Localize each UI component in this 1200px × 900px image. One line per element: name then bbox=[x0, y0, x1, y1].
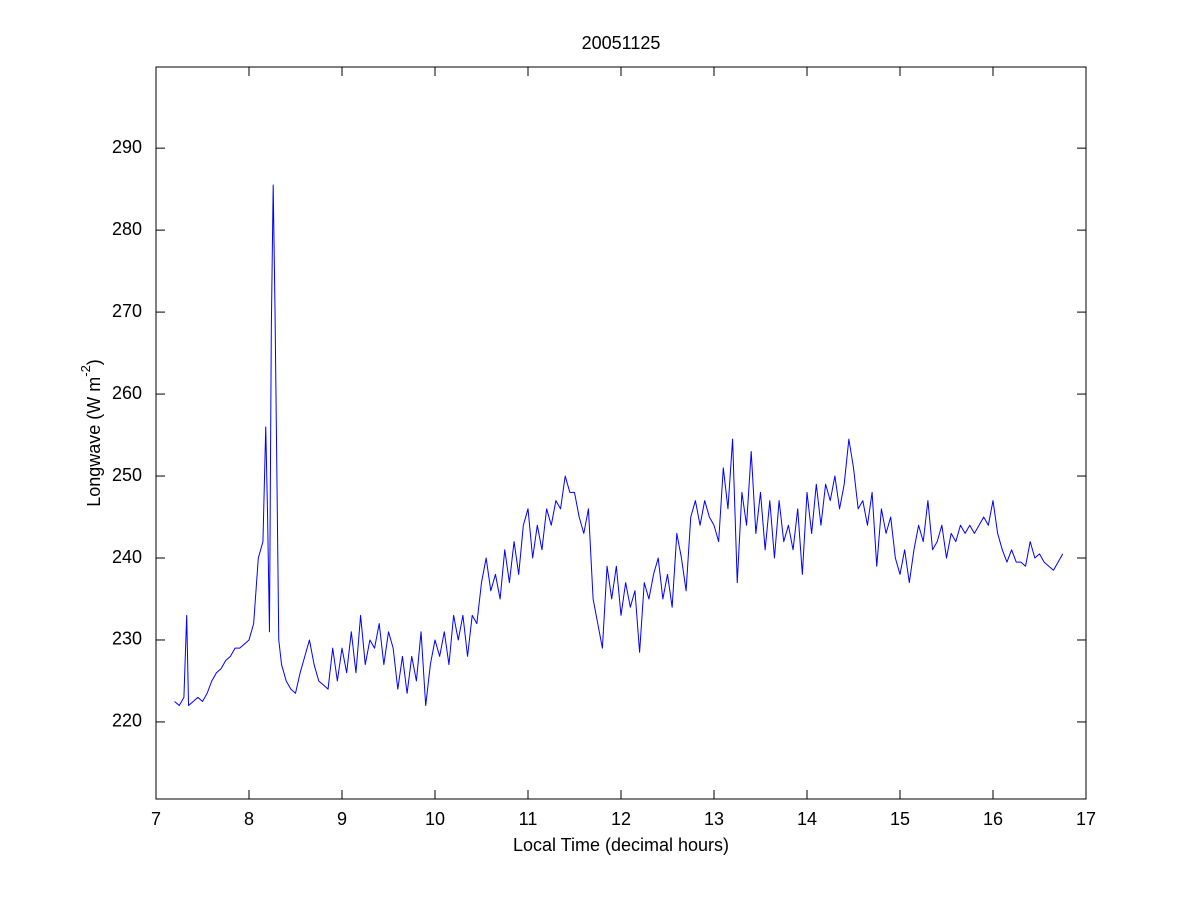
y-axis-label: Longwave (W m-2) bbox=[78, 359, 103, 507]
x-tick-label: 17 bbox=[1076, 809, 1096, 829]
y-tick-label: 270 bbox=[112, 301, 142, 321]
y-tick-label: 280 bbox=[112, 219, 142, 239]
y-tick-label: 260 bbox=[112, 383, 142, 403]
x-axis-label: Local Time (decimal hours) bbox=[513, 835, 729, 855]
x-tick-label: 13 bbox=[704, 809, 724, 829]
y-label-superscript: -2 bbox=[78, 365, 93, 377]
y-tick-label: 220 bbox=[112, 711, 142, 731]
y-tick-label: 240 bbox=[112, 547, 142, 567]
data-line bbox=[174, 184, 1064, 707]
x-tick-label: 14 bbox=[797, 809, 817, 829]
x-tick-label: 7 bbox=[151, 809, 161, 829]
x-tick-label: 12 bbox=[611, 809, 631, 829]
y-label-suffix: ) bbox=[84, 359, 104, 365]
y-label-text: Longwave (W m bbox=[84, 377, 104, 507]
chart-title: 20051125 bbox=[582, 33, 661, 53]
y-tick-label: 290 bbox=[112, 137, 142, 157]
x-tick-label: 16 bbox=[983, 809, 1003, 829]
x-tick-label: 9 bbox=[337, 809, 347, 829]
plot-frame bbox=[155, 66, 1087, 800]
x-tick-label: 15 bbox=[890, 809, 910, 829]
x-tick-label: 10 bbox=[425, 809, 445, 829]
x-tick-label: 8 bbox=[244, 809, 254, 829]
y-tick-label: 230 bbox=[112, 629, 142, 649]
y-tick-label: 250 bbox=[112, 465, 142, 485]
x-tick-label: 11 bbox=[519, 809, 538, 829]
